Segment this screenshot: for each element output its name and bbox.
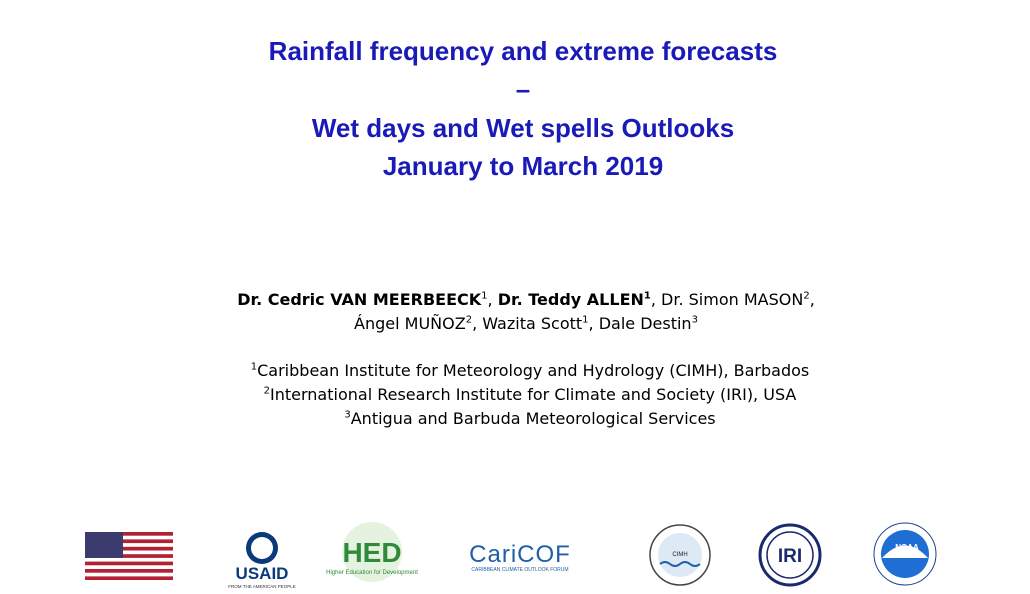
- affiliation-text: Antigua and Barbuda Meteorological Servi…: [350, 409, 716, 428]
- affiliation: 3Antigua and Barbuda Meteorological Serv…: [0, 408, 1030, 430]
- logo-text: NOAA: [895, 543, 919, 552]
- logo-tagline: FROM THE AMERICAN PEOPLE: [228, 584, 295, 589]
- us-flag: [85, 532, 173, 580]
- logo-text: HED: [342, 537, 401, 568]
- title-line: –: [515, 74, 531, 104]
- sup: 1: [582, 314, 589, 326]
- sup: 1: [643, 290, 651, 302]
- logos: USAID FROM THE AMERICAN PEOPLE HED Highe…: [85, 522, 937, 589]
- hed-logo: HED Higher Education for Development: [326, 522, 418, 582]
- iri-logo: IRI: [758, 523, 822, 587]
- author: , Dr. Simon MASON: [650, 290, 804, 309]
- sup: 3: [344, 409, 351, 421]
- logo-text: CIMH: [672, 552, 687, 558]
- sup: 2: [465, 314, 473, 326]
- logo-text: IRI: [778, 546, 802, 567]
- affiliation: 2International Research Institute for Cl…: [0, 384, 1030, 406]
- author-line: Dr. Cedric VAN MEERBEECK1, Dr. Teddy ALL…: [0, 289, 1030, 311]
- sup: 2: [803, 290, 810, 302]
- sup: 1: [481, 290, 488, 302]
- author: Dr. Teddy ALLEN: [497, 290, 644, 309]
- title-line: Wet days and Wet spells Outlooks: [311, 113, 735, 143]
- title-line: January to March 2019: [382, 151, 664, 181]
- cimh-logo: CIMH: [649, 524, 711, 586]
- sup: 3: [691, 314, 698, 326]
- author: Dr. Cedric VAN MEERBEECK: [237, 290, 482, 309]
- logo-tagline: Higher Education for Development: [326, 570, 418, 576]
- sep: ,: [487, 290, 498, 309]
- title-line: Rainfall frequency and extreme forecasts: [268, 36, 778, 66]
- noaa-logo: NOAA: [873, 522, 937, 586]
- caricof-logo: CariCOF CARIBBEAN CLIMATE OUTLOOK FORUM: [469, 541, 571, 573]
- sup: 2: [263, 385, 271, 397]
- sup: 1: [250, 361, 258, 373]
- affiliation: 1Caribbean Institute for Meteorology and…: [0, 360, 1030, 382]
- logo-tagline: CARIBBEAN CLIMATE OUTLOOK FORUM: [471, 567, 568, 573]
- logo-text: USAID: [236, 564, 289, 583]
- usaid-logo: USAID FROM THE AMERICAN PEOPLE: [228, 532, 296, 589]
- affiliation-text: International Research Institute for Cli…: [270, 385, 797, 404]
- affiliation-text: Caribbean Institute for Meteorology and …: [257, 361, 810, 380]
- logo-text: CariCOF: [469, 541, 571, 568]
- author-line: Ángel MUÑOZ2, Wazita Scott1, Dale Destin…: [0, 313, 1030, 335]
- author: Ángel MUÑOZ: [354, 314, 466, 333]
- sep: ,: [809, 290, 815, 309]
- author: , Wazita Scott: [472, 314, 583, 333]
- author: , Dale Destin: [588, 314, 692, 333]
